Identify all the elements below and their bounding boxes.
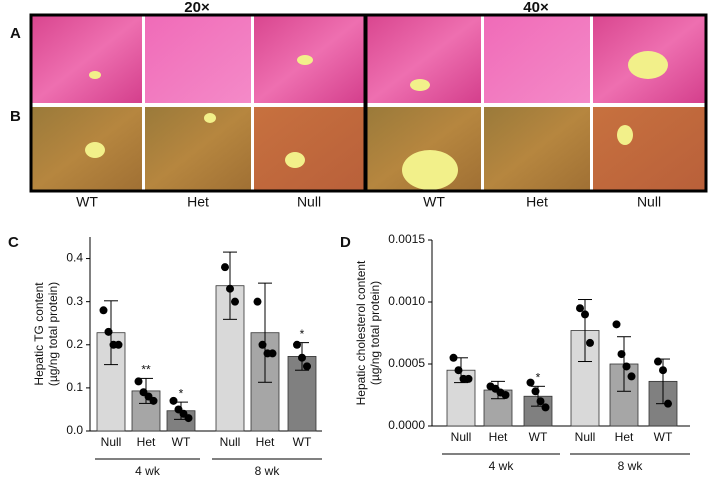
y-tick-label: 0.4 (66, 251, 83, 265)
y-tick-label: 0.0000 (388, 418, 425, 432)
data-point (184, 414, 193, 423)
data-point (612, 320, 621, 329)
data-point (169, 396, 178, 405)
data-point (654, 357, 662, 366)
data-point (149, 396, 158, 405)
x-tick-label: Null (575, 430, 596, 444)
y-tick-label: 0.0005 (388, 356, 425, 370)
significance: * (300, 327, 305, 341)
y-tick-label: 0.0010 (388, 294, 425, 308)
group-label: 4 wk (135, 464, 161, 478)
y-tick-label: 0.2 (66, 337, 83, 351)
x-tick-label: Het (615, 430, 634, 444)
image (145, 16, 251, 103)
x-tick-label: WT (654, 430, 673, 444)
data-point (627, 372, 636, 381)
data-point (664, 399, 672, 408)
scale-label: 20× (184, 0, 210, 16)
group-label: 8 wk (255, 464, 281, 478)
significance: ** (141, 363, 151, 377)
data-point (134, 377, 143, 386)
image (484, 16, 590, 103)
x-tick-label: WT (172, 435, 191, 449)
panel-label: C (8, 234, 19, 251)
data-point (541, 403, 550, 412)
x-tick-label: Null (101, 435, 122, 449)
data-point (268, 349, 277, 358)
y-axis-label: Hepatic cholesterol content (354, 260, 368, 405)
x-tick-label: Het (489, 430, 508, 444)
column-label: Het (526, 194, 548, 210)
data-point (293, 340, 301, 349)
data-point (253, 297, 262, 306)
x-tick-label: Het (137, 435, 156, 449)
group-label: 8 wk (618, 459, 644, 473)
significance: * (179, 386, 184, 400)
data-point (258, 340, 267, 349)
data-point (659, 366, 667, 375)
data-point (231, 297, 239, 306)
data-point (526, 378, 535, 387)
x-tick-label: Null (451, 430, 472, 444)
y-axis-label: (µg/ng total protein) (368, 281, 382, 385)
row-label: A (10, 25, 21, 42)
data-point (586, 338, 594, 347)
frame (364, 13, 708, 193)
data-point (114, 340, 123, 349)
y-axis-label: Hepatic TG content (32, 282, 46, 386)
data-point (501, 391, 510, 399)
data-point (536, 397, 545, 406)
column-label: WT (423, 194, 445, 210)
data-point (99, 306, 108, 315)
data-point (298, 353, 306, 362)
data-point (581, 310, 589, 319)
data-point (464, 374, 473, 383)
image (145, 107, 251, 190)
group-label: 4 wk (489, 459, 515, 473)
data-point (449, 353, 458, 362)
significance: * (536, 370, 541, 384)
panel-label: D (340, 234, 351, 251)
data-point (531, 387, 540, 396)
image (484, 107, 590, 190)
image (254, 107, 364, 190)
column-label: Null (297, 194, 321, 210)
column-label: WT (76, 194, 98, 210)
x-tick-label: WT (529, 430, 548, 444)
image (593, 107, 705, 190)
x-tick-label: WT (293, 435, 312, 449)
row-label: B (10, 108, 21, 125)
data-point (226, 284, 234, 293)
y-tick-label: 0.1 (66, 380, 83, 394)
data-point (617, 350, 626, 359)
scale-label: 40× (523, 0, 549, 16)
column-label: Het (187, 194, 209, 210)
y-tick-label: 0.0015 (388, 232, 425, 246)
data-point (454, 366, 463, 375)
y-axis-label: (µg/ng total protein) (46, 282, 60, 386)
column-label: Null (637, 194, 661, 210)
error-bar (258, 282, 272, 383)
data-point (303, 362, 311, 371)
x-tick-label: Het (256, 435, 275, 449)
histology-panel: 20× 40× A B WT Het Null WT Het Null C D (8, 0, 708, 251)
y-tick-label: 0.3 (66, 294, 83, 308)
image (32, 16, 142, 103)
error-bar (578, 299, 592, 363)
y-tick-label: 0.0 (66, 423, 83, 437)
data-point (221, 263, 229, 272)
data-point (622, 362, 631, 371)
data-point (104, 327, 113, 336)
vessels (85, 51, 668, 190)
x-tick-label: Null (220, 435, 241, 449)
data-point (576, 304, 584, 313)
